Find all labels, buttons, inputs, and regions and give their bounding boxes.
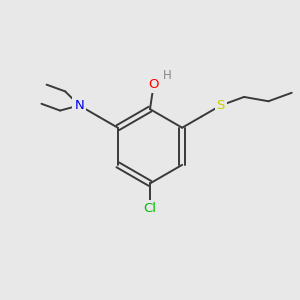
Text: Cl: Cl [143, 202, 157, 215]
Text: S: S [217, 99, 225, 112]
Text: N: N [74, 99, 84, 112]
Text: H: H [163, 69, 172, 82]
Text: O: O [148, 78, 159, 91]
